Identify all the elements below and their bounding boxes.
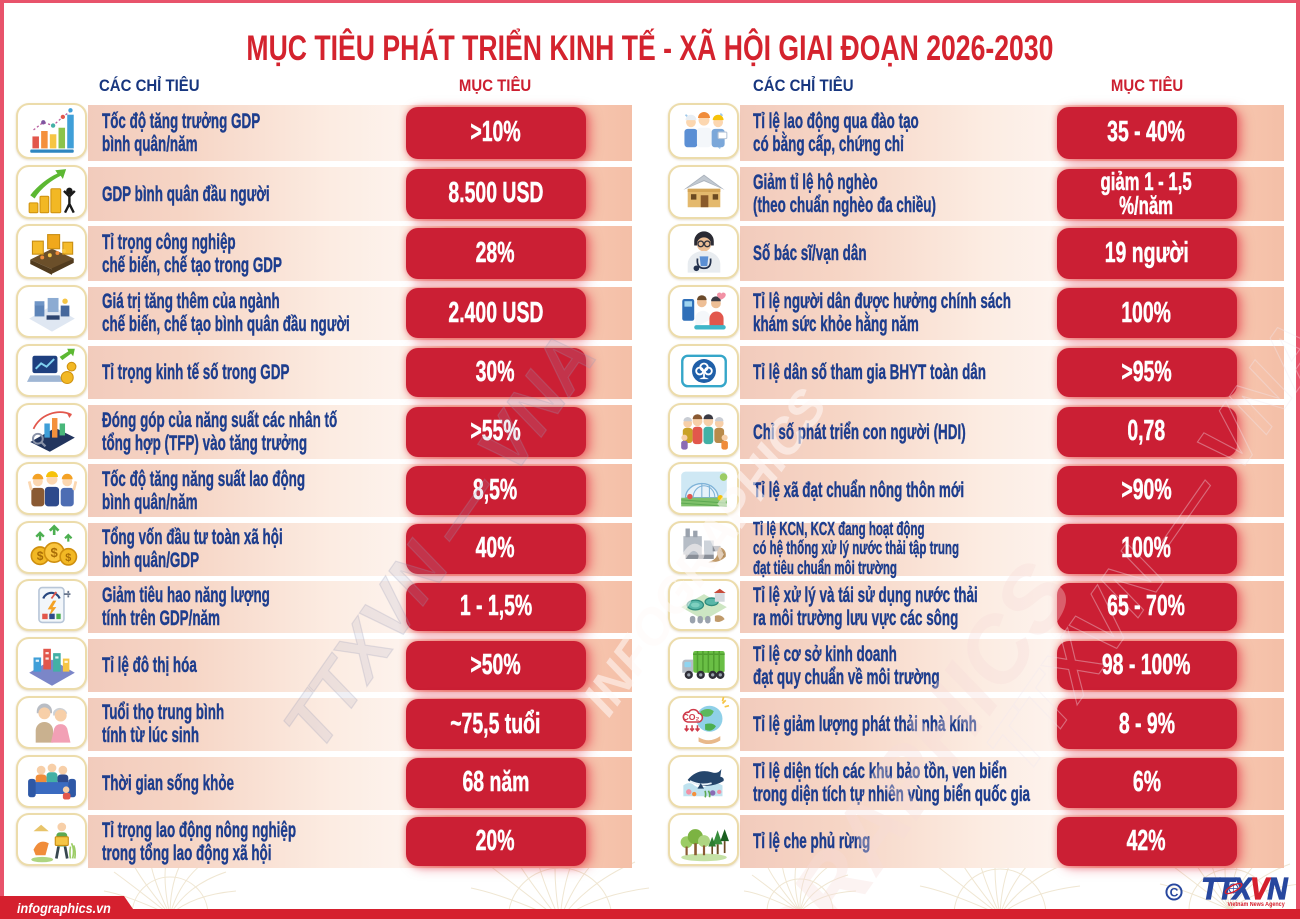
svg-text:$: $	[50, 545, 58, 560]
svg-text:C: C	[1169, 885, 1178, 899]
svg-text:$: $	[65, 552, 71, 564]
svg-text:$: $	[36, 549, 43, 563]
svg-text:CO₂: CO₂	[682, 712, 699, 722]
